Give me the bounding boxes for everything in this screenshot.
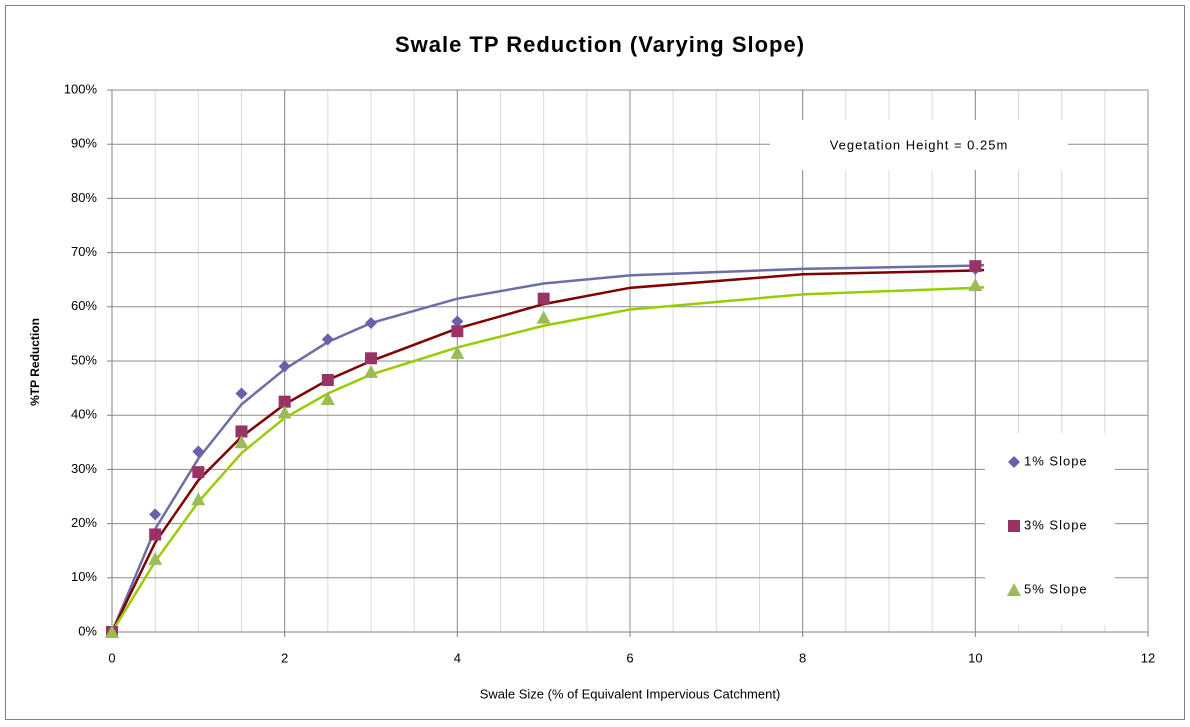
y-tick-label: 40% [71,407,97,422]
y-tick-label: 0% [78,623,97,638]
marker [148,551,163,565]
marker [192,466,205,479]
x-axis-label: Swale Size (% of Equivalent Impervious C… [480,686,781,701]
legend-marker [1008,520,1020,532]
marker [320,391,335,405]
y-tick-label: 100% [64,81,98,96]
marker [537,292,550,305]
marker [235,425,248,438]
marker [191,492,206,506]
marker [321,333,334,346]
y-tick-label: 10% [71,569,97,584]
marker [277,405,292,419]
marker [149,508,162,521]
marker [365,317,377,330]
marker [235,387,248,400]
x-tick-label: 0 [108,650,115,665]
marker [450,345,465,359]
marker [536,310,551,324]
y-tick-label: 60% [71,298,97,313]
marker [451,315,464,328]
legend-box [985,433,1115,625]
legend-label: 5% Slope [1024,581,1088,596]
x-tick-label: 12 [1141,650,1155,665]
chart-title: Swale TP Reduction (Varying Slope) [395,32,805,57]
marker [969,260,982,273]
x-tick-label: 2 [281,650,288,665]
marker [968,278,983,292]
y-tick-label: 90% [71,136,97,151]
marker [105,625,119,638]
legend-marker [1008,456,1020,468]
annotation: Vegetation Height = 0.25m [830,137,1009,152]
x-tick-label: 6 [626,650,633,665]
marker [278,395,291,408]
marker [234,435,249,449]
marker [278,360,291,373]
legend-marker [1007,583,1021,596]
marker [149,528,162,541]
y-tick-label: 70% [71,244,97,259]
y-tick-label: 20% [71,515,97,530]
x-tick-label: 4 [454,650,461,665]
marker [451,325,464,338]
marker [365,352,377,365]
y-tick-label: 30% [71,461,97,476]
annotation-box [770,120,1068,170]
y-axis-label: %TP Reduction [28,318,42,406]
legend-label: 1% Slope [1024,453,1088,468]
x-tick-label: 10 [968,650,982,665]
y-tick-label: 80% [71,190,97,205]
x-tick-label: 8 [799,650,806,665]
marker [364,364,378,378]
y-tick-label: 50% [71,352,97,367]
marker [321,373,334,386]
marker [192,445,205,458]
legend-label: 3% Slope [1024,517,1088,532]
